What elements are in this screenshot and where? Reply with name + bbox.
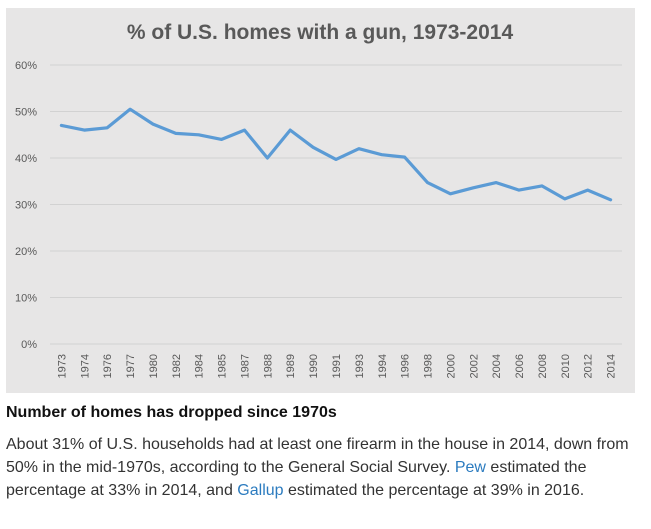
x-tick-label: 1973 bbox=[56, 354, 68, 378]
pew-link[interactable]: Pew bbox=[454, 459, 486, 476]
x-tick-label: 2010 bbox=[560, 354, 572, 378]
x-tick-label: 1982 bbox=[171, 354, 183, 378]
data-point bbox=[334, 158, 338, 161]
x-tick-label: 1977 bbox=[125, 354, 137, 378]
data-point bbox=[106, 126, 109, 129]
data-point bbox=[380, 153, 383, 156]
y-tick-label: 20% bbox=[15, 246, 37, 258]
x-tick-label: 1976 bbox=[102, 354, 114, 378]
x-tick-label: 2008 bbox=[537, 354, 549, 378]
x-tick-label: 2002 bbox=[468, 354, 480, 378]
x-tick-label: 1989 bbox=[285, 354, 297, 378]
data-point bbox=[426, 181, 429, 184]
chart-title: % of U.S. homes with a gun, 1973-2014 bbox=[127, 21, 514, 44]
x-tick-label: 1984 bbox=[194, 354, 206, 378]
y-tick-label: 0% bbox=[21, 339, 37, 351]
data-point bbox=[357, 147, 361, 150]
data-point bbox=[472, 186, 475, 189]
y-tick-label: 50% bbox=[15, 107, 37, 119]
y-tick-label: 30% bbox=[15, 200, 37, 212]
x-tick-label: 1998 bbox=[423, 354, 435, 378]
caption-text-2: estimated the percentage at 33% in 2014,… bbox=[6, 459, 587, 499]
data-point bbox=[540, 184, 544, 188]
data-point bbox=[494, 181, 498, 184]
x-tick-label: 1993 bbox=[354, 354, 366, 378]
x-tick-label: 1991 bbox=[331, 354, 343, 378]
data-point bbox=[586, 188, 589, 192]
data-point bbox=[83, 128, 86, 132]
data-point bbox=[449, 192, 452, 196]
x-tick-label: 1980 bbox=[148, 354, 160, 378]
x-tick-label: 1985 bbox=[217, 354, 229, 378]
x-tick-label: 1974 bbox=[79, 354, 91, 378]
x-tick-label: 1990 bbox=[308, 354, 320, 378]
series-line bbox=[59, 107, 613, 202]
data-point bbox=[289, 128, 292, 132]
data-point bbox=[609, 198, 612, 202]
caption-heading: Number of homes has dropped since 1970s bbox=[6, 404, 337, 421]
caption-body: About 31% of U.S. households had at leas… bbox=[6, 433, 636, 502]
y-tick-label: 40% bbox=[15, 153, 37, 165]
x-tick-label: 2000 bbox=[445, 354, 457, 378]
chart-panel: % of U.S. homes with a gun, 1973-2014 0% 1… bbox=[6, 8, 635, 393]
x-tick-label: 2012 bbox=[583, 354, 595, 378]
data-point bbox=[174, 132, 178, 135]
x-tick-label: 1996 bbox=[400, 354, 412, 378]
caption-text-1: About 31% of U.S. households had at leas… bbox=[6, 436, 629, 476]
gallup-link[interactable]: Gallup bbox=[237, 482, 284, 499]
data-point bbox=[311, 146, 315, 149]
data-point bbox=[243, 128, 246, 132]
y-tick-label: 10% bbox=[15, 293, 37, 305]
data-point bbox=[220, 138, 223, 141]
data-point bbox=[197, 133, 200, 136]
x-tick-label: 1988 bbox=[262, 354, 274, 378]
data-point bbox=[151, 122, 155, 126]
x-tick-label: 2004 bbox=[491, 354, 503, 378]
data-point bbox=[403, 155, 406, 159]
x-tick-label: 1994 bbox=[377, 354, 389, 378]
x-tick-label: 1987 bbox=[239, 354, 251, 378]
x-tick-label: 2006 bbox=[514, 354, 526, 378]
data-point bbox=[266, 156, 269, 160]
data-point bbox=[128, 107, 132, 111]
data-point bbox=[60, 124, 63, 127]
x-tick-label: 2014 bbox=[606, 354, 618, 378]
y-tick-label: 60% bbox=[15, 60, 37, 72]
data-point bbox=[517, 188, 521, 192]
caption-text-3: estimated the percentage at 39% in 2016. bbox=[283, 482, 585, 499]
line-chart: % of U.S. homes with a gun, 1973-2014 0% 1… bbox=[15, 21, 622, 378]
data-point bbox=[563, 197, 566, 201]
